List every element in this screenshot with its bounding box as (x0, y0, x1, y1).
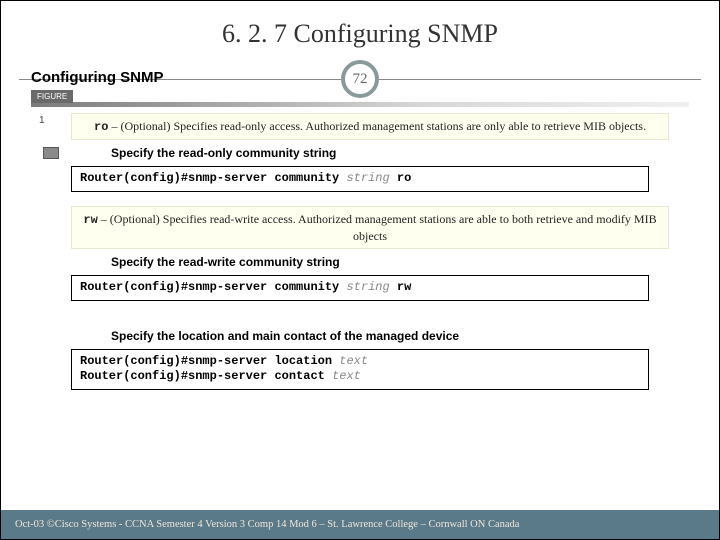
content-area: Configuring SNMP FIGURE 1 ro – (Optional… (1, 69, 719, 390)
footer: Oct-03 ©Cisco Systems - CCNA Semester 4 … (1, 510, 719, 539)
cmd-prompt: Router(config)# (80, 354, 188, 368)
cmd-suffix: ro (390, 171, 412, 185)
cmd-text: snmp-server location (188, 354, 339, 368)
cmd-prompt: Router(config)# (80, 369, 188, 383)
cmd-arg: string (346, 280, 389, 294)
section-header-title: Configuring SNMP (31, 69, 689, 86)
keyword-rw: rw (83, 213, 97, 227)
cmd-text: snmp-server community (188, 171, 346, 185)
cmd-text: snmp-server community (188, 280, 346, 294)
decorative-box (43, 147, 59, 159)
note-rw: rw – (Optional) Specifies read-write acc… (71, 206, 669, 249)
note-ro-text: – (Optional) Specifies read-only access.… (108, 119, 646, 133)
instruction-rw: Specify the read-write community string (111, 255, 689, 269)
figure-number: 1 (39, 115, 45, 126)
gradient-bar (31, 102, 689, 107)
section-header: Configuring SNMP FIGURE 1 (31, 69, 689, 107)
keyword-ro: ro (94, 120, 108, 134)
cmd-prompt: Router(config)# (80, 171, 188, 185)
slide: 6. 2. 7 Configuring SNMP 72 Configuring … (0, 0, 720, 540)
figure-tab: FIGURE (31, 90, 73, 103)
cmd-suffix: rw (390, 280, 412, 294)
command-box-loc: Router(config)#snmp-server location text… (71, 349, 649, 390)
cmd-prompt: Router(config)# (80, 280, 188, 294)
instruction-ro: Specify the read-only community string (111, 146, 689, 160)
note-rw-text: – (Optional) Specifies read-write access… (98, 212, 657, 243)
slide-title: 6. 2. 7 Configuring SNMP (1, 1, 719, 55)
command-box-rw: Router(config)#snmp-server community str… (71, 275, 649, 301)
cmd-arg: string (346, 171, 389, 185)
command-box-ro: Router(config)#snmp-server community str… (71, 166, 649, 192)
cmd-arg: text (339, 354, 368, 368)
note-ro: ro – (Optional) Specifies read-only acce… (71, 113, 669, 140)
cmd-arg: text (332, 369, 361, 383)
instruction-loc: Specify the location and main contact of… (111, 329, 689, 343)
cmd-text: snmp-server contact (188, 369, 332, 383)
